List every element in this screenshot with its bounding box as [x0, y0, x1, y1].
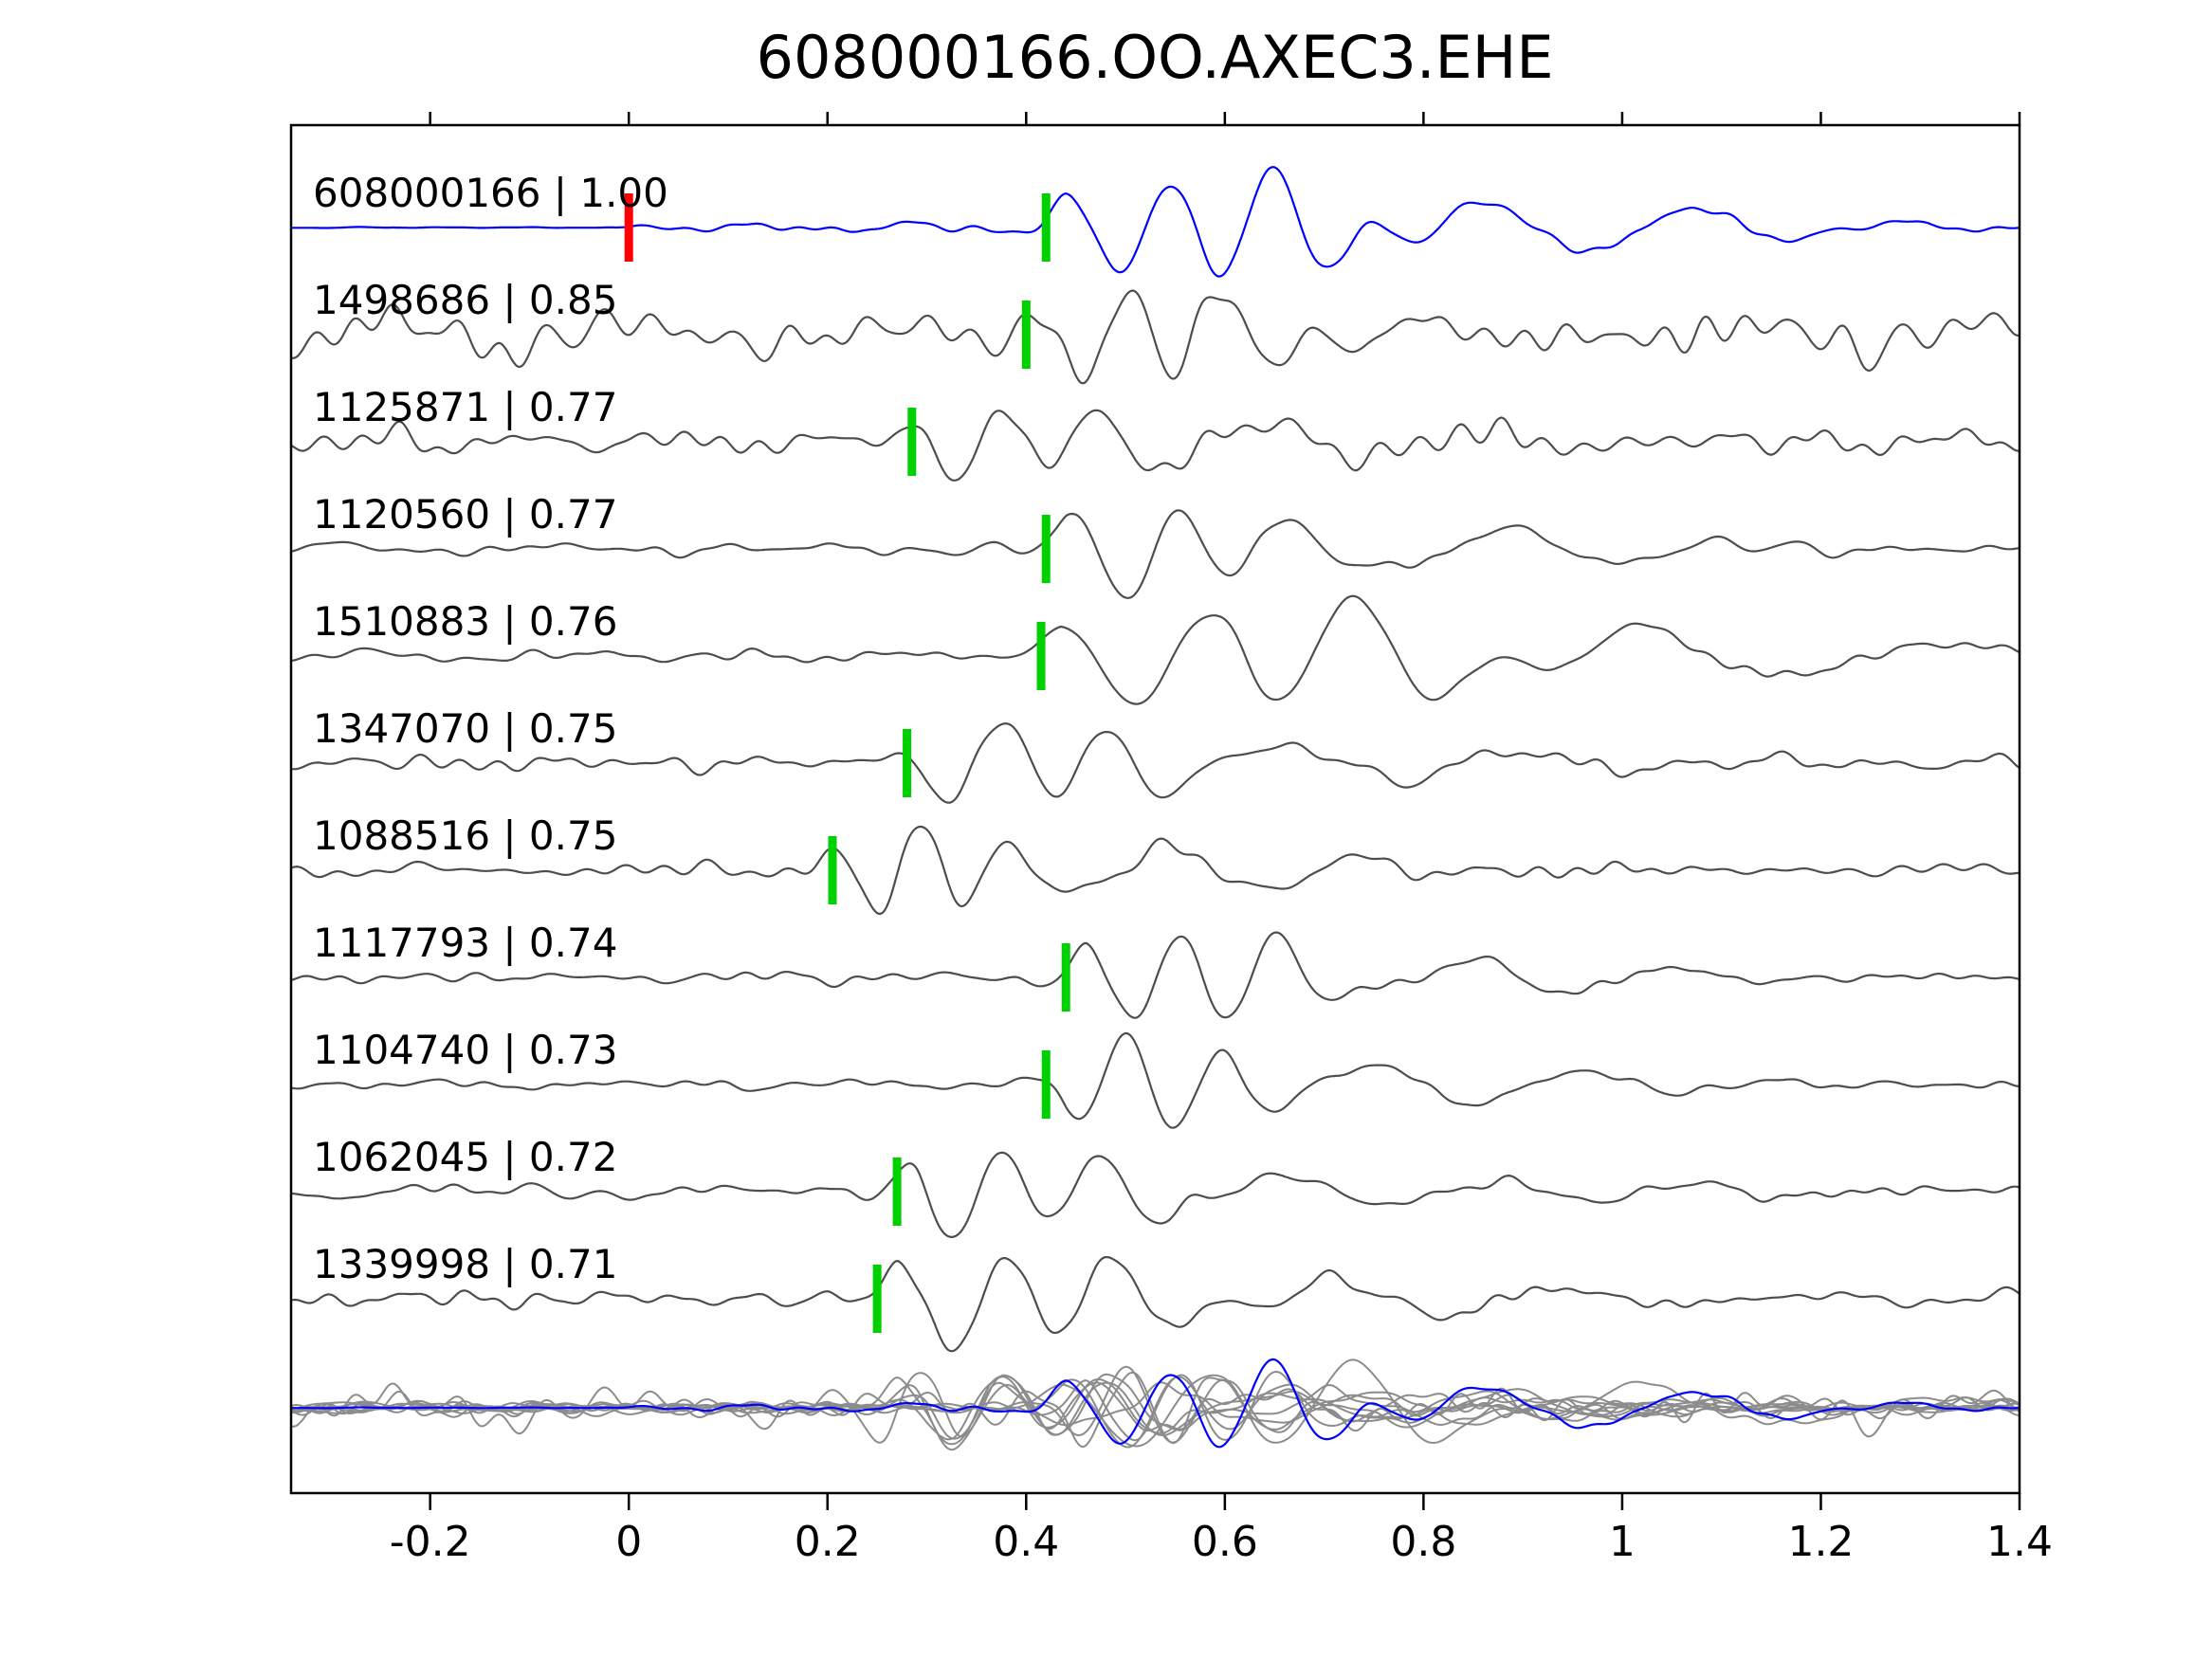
x-tick-label: 1.2	[1787, 1518, 1854, 1566]
waveform-trace	[291, 825, 2020, 915]
trace-label: 608000166 | 1.00	[313, 170, 668, 216]
waveform-trace	[291, 1031, 2020, 1129]
x-tick-label: 0.4	[993, 1518, 1059, 1566]
waveform-trace	[291, 931, 2020, 1019]
plot-content: 608000166 | 1.00 1498686 | 0.85 1125871 | …	[291, 166, 2020, 1451]
x-tick-label: 1	[1609, 1518, 1636, 1566]
waveform-trace	[291, 166, 2020, 278]
trace-label: 1062045 | 0.72	[313, 1134, 617, 1180]
plot-title: 608000166.OO.AXEC3.EHE	[757, 23, 1554, 92]
pick-marker	[828, 836, 837, 904]
waveform-trace	[291, 1151, 2020, 1238]
pick-marker	[1036, 622, 1046, 690]
waveform-trace	[291, 289, 2020, 385]
reference-marker	[624, 193, 633, 262]
trace-label: 1120560 | 0.77	[313, 491, 617, 538]
pick-marker	[903, 729, 912, 797]
trace-label: 1347070 | 0.75	[313, 705, 617, 752]
trace-label: 1125871 | 0.77	[313, 384, 617, 430]
trace-label: 1339998 | 0.71	[313, 1241, 617, 1287]
x-tick-label: 0	[615, 1518, 642, 1566]
waveform-trace	[291, 509, 2020, 599]
pick-marker	[1041, 1050, 1051, 1119]
x-tick-label: 0.2	[795, 1518, 861, 1566]
plot-border	[289, 123, 2021, 1495]
x-tick-label: 0.8	[1390, 1518, 1456, 1566]
trace-label: 1510883 | 0.76	[313, 598, 617, 645]
trace-label: 1104740 | 0.73	[313, 1027, 617, 1073]
overlay-trace	[291, 1371, 2020, 1449]
x-tick-label: 0.6	[1192, 1518, 1258, 1566]
x-tick-label: -0.2	[390, 1518, 471, 1566]
pick-marker	[1041, 515, 1051, 583]
waveform-trace	[291, 722, 2020, 804]
waveform-trace	[291, 594, 2020, 705]
waveform-trace	[291, 409, 2020, 482]
axis-layer: -0.2 0 0.2 0.4 0.6 0.8 1 1.2 1.4	[390, 112, 2053, 1566]
pick-marker	[1021, 301, 1031, 369]
trace-label: 1088516 | 0.75	[313, 812, 617, 859]
pick-marker	[1061, 943, 1070, 1012]
overlay-trace	[291, 1376, 2020, 1449]
pick-marker	[872, 1265, 882, 1333]
pick-marker	[907, 408, 917, 476]
trace-label: 1117793 | 0.74	[313, 920, 617, 966]
trace-label: 1498686 | 0.85	[313, 277, 617, 323]
pick-marker	[892, 1158, 902, 1226]
pick-marker	[1041, 193, 1051, 262]
overlay-highlight-trace	[291, 1358, 2020, 1449]
x-tick-label: 1.4	[1986, 1518, 2053, 1566]
waveform-trace	[291, 1256, 2020, 1353]
overlay-trace	[291, 1381, 2020, 1440]
overlay-trace	[291, 1358, 2020, 1448]
